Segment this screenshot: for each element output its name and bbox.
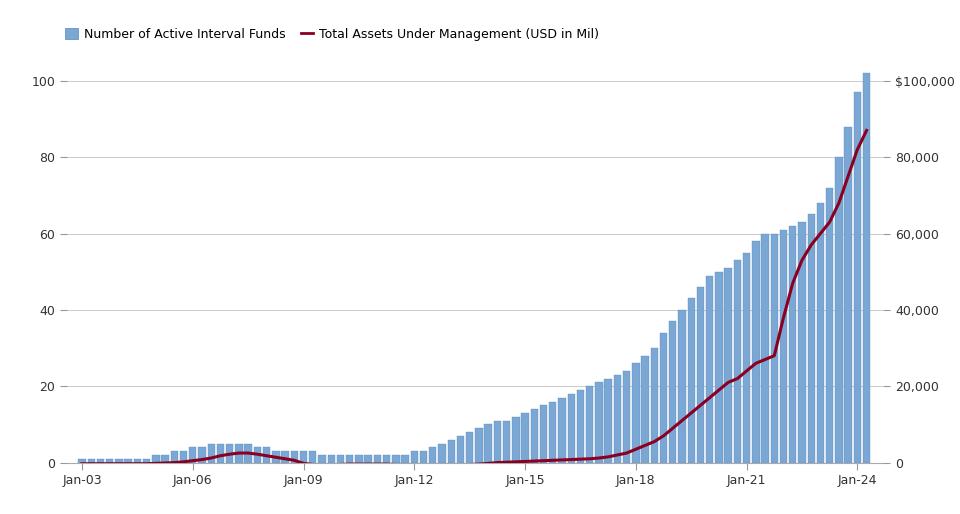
Bar	[355, 455, 363, 463]
Bar	[817, 203, 824, 463]
Bar	[245, 444, 252, 463]
Bar	[125, 459, 132, 463]
Bar	[697, 287, 704, 463]
Bar	[531, 409, 538, 463]
Bar	[429, 447, 437, 463]
Bar	[559, 398, 565, 463]
Legend: Number of Active Interval Funds, Total Assets Under Management (USD in Mil): Number of Active Interval Funds, Total A…	[65, 28, 599, 41]
Bar	[327, 455, 335, 463]
Bar	[97, 459, 104, 463]
Bar	[392, 455, 399, 463]
Bar	[263, 447, 271, 463]
Bar	[835, 157, 843, 463]
Bar	[549, 401, 557, 463]
Bar	[199, 447, 205, 463]
Bar	[715, 272, 723, 463]
Bar	[780, 230, 787, 463]
Bar	[447, 439, 455, 463]
Bar	[365, 455, 372, 463]
Bar	[87, 459, 95, 463]
Bar	[679, 310, 685, 463]
Bar	[475, 428, 483, 463]
Bar	[826, 188, 833, 463]
Bar	[133, 459, 141, 463]
Bar	[725, 268, 732, 463]
Bar	[807, 214, 815, 463]
Bar	[106, 459, 113, 463]
Bar	[300, 451, 307, 463]
Bar	[272, 451, 279, 463]
Bar	[411, 451, 418, 463]
Bar	[207, 444, 215, 463]
Bar	[632, 363, 639, 463]
Bar	[115, 459, 123, 463]
Bar	[799, 222, 805, 463]
Bar	[595, 382, 603, 463]
Bar	[752, 241, 759, 463]
Bar	[457, 436, 464, 463]
Bar	[521, 413, 529, 463]
Bar	[79, 459, 85, 463]
Bar	[226, 444, 233, 463]
Bar	[567, 394, 575, 463]
Bar	[761, 233, 769, 463]
Bar	[863, 73, 871, 463]
Bar	[319, 455, 325, 463]
Bar	[605, 379, 612, 463]
Bar	[420, 451, 427, 463]
Bar	[180, 451, 187, 463]
Bar	[189, 447, 197, 463]
Bar	[687, 299, 695, 463]
Bar	[771, 233, 778, 463]
Bar	[623, 371, 631, 463]
Bar	[503, 420, 511, 463]
Bar	[641, 356, 649, 463]
Bar	[493, 420, 501, 463]
Bar	[466, 432, 473, 463]
Bar	[235, 444, 243, 463]
Bar	[660, 333, 667, 463]
Bar	[346, 455, 353, 463]
Bar	[337, 455, 344, 463]
Bar	[613, 375, 621, 463]
Bar	[373, 455, 381, 463]
Bar	[512, 417, 519, 463]
Bar	[152, 455, 159, 463]
Bar	[485, 425, 492, 463]
Bar	[845, 126, 852, 463]
Bar	[706, 276, 713, 463]
Bar	[171, 451, 178, 463]
Bar	[161, 455, 169, 463]
Bar	[540, 406, 547, 463]
Bar	[253, 447, 261, 463]
Bar	[743, 252, 751, 463]
Bar	[577, 390, 584, 463]
Bar	[586, 386, 593, 463]
Bar	[733, 260, 741, 463]
Bar	[217, 444, 224, 463]
Bar	[309, 451, 317, 463]
Bar	[401, 455, 409, 463]
Bar	[651, 348, 658, 463]
Bar	[439, 444, 445, 463]
Bar	[853, 92, 861, 463]
Bar	[669, 321, 677, 463]
Bar	[143, 459, 151, 463]
Bar	[291, 451, 298, 463]
Bar	[789, 226, 797, 463]
Bar	[383, 455, 391, 463]
Bar	[281, 451, 289, 463]
